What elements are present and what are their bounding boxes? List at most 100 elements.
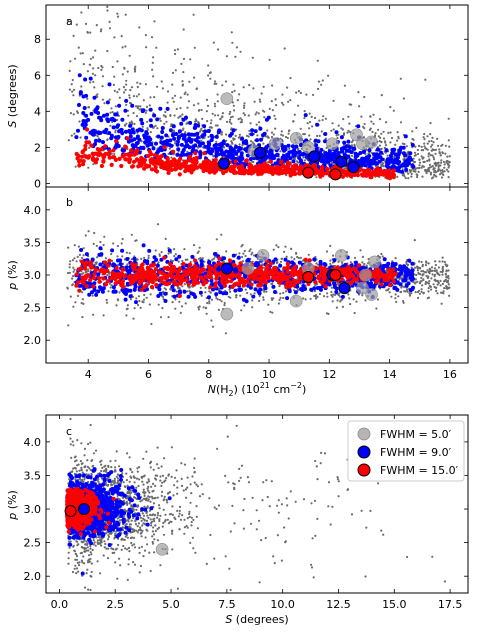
data-point [282,291,285,294]
data-point [152,56,155,59]
data-point [241,243,244,247]
data-point [88,63,91,66]
data-point [221,112,224,115]
binned-point [326,137,339,151]
data-point [439,279,442,282]
data-point [204,291,207,294]
data-point [415,126,418,129]
data-point [125,314,128,317]
data-point [282,103,285,106]
data-point [184,160,189,165]
data-point [139,128,144,133]
data-point [368,128,371,131]
data-point [193,46,196,49]
data-point [298,158,303,163]
data-point [290,144,295,149]
data-point [324,137,328,140]
data-point [392,109,395,112]
data-point [380,163,383,166]
data-point [380,132,383,135]
data-point [410,175,413,178]
data-point [126,307,129,310]
data-point [138,299,141,303]
data-point [167,252,170,255]
data-point [165,120,168,123]
data-point [209,122,212,125]
data-point [186,93,189,96]
data-point [355,300,358,303]
data-point [377,128,380,131]
data-point [240,118,243,121]
data-point [116,244,119,248]
data-point [447,170,450,173]
data-point [441,260,444,263]
data-point [317,80,321,83]
data-point [374,161,379,166]
data-point [189,132,194,137]
data-point [70,134,73,137]
data-point [148,303,151,306]
data-point [442,290,445,293]
data-point [186,258,189,261]
data-point [206,120,209,123]
data-point [239,50,242,53]
data-point [74,301,77,304]
data-point [192,125,197,130]
binned-point [289,132,303,145]
data-point [430,266,434,269]
data-point [335,134,338,137]
data-point [225,120,229,123]
data-point [77,163,82,168]
data-point [112,242,115,245]
data-point [401,174,404,177]
data-point [352,298,355,301]
data-point [134,68,137,71]
data-point [396,131,399,134]
data-point [399,121,403,124]
data-point [69,295,72,298]
data-point [350,141,353,144]
data-point [108,27,112,30]
data-point [393,155,396,159]
data-point [216,93,219,96]
binned-point [308,150,321,163]
data-point [168,147,171,150]
data-point [95,24,98,27]
data-point [134,105,138,108]
data-point [335,306,338,309]
ytick-label: 4 [34,105,41,118]
data-point [397,165,402,170]
data-point [211,325,215,328]
data-point [440,159,443,162]
data-point [416,148,419,152]
data-point [130,143,135,148]
data-point [442,292,445,295]
data-point [152,113,157,118]
data-point [302,297,305,300]
data-point [267,303,270,306]
data-point [88,76,93,81]
data-point [176,139,180,144]
data-point [342,140,347,145]
data-point [294,144,299,149]
data-point [268,107,271,110]
data-point [183,248,186,251]
data-point [272,297,275,300]
data-point [431,143,434,146]
data-point [162,145,167,150]
data-point [120,248,125,253]
data-point [286,86,289,89]
data-point [216,100,219,103]
data-point [441,170,444,173]
data-point [273,114,276,117]
data-point [97,66,100,70]
data-point [181,259,184,263]
data-point [385,289,388,292]
data-point [428,140,431,143]
data-point [179,142,184,147]
data-point [118,291,121,294]
data-point [167,316,170,319]
data-point [144,34,147,37]
data-point [274,98,277,101]
data-point [68,69,71,72]
